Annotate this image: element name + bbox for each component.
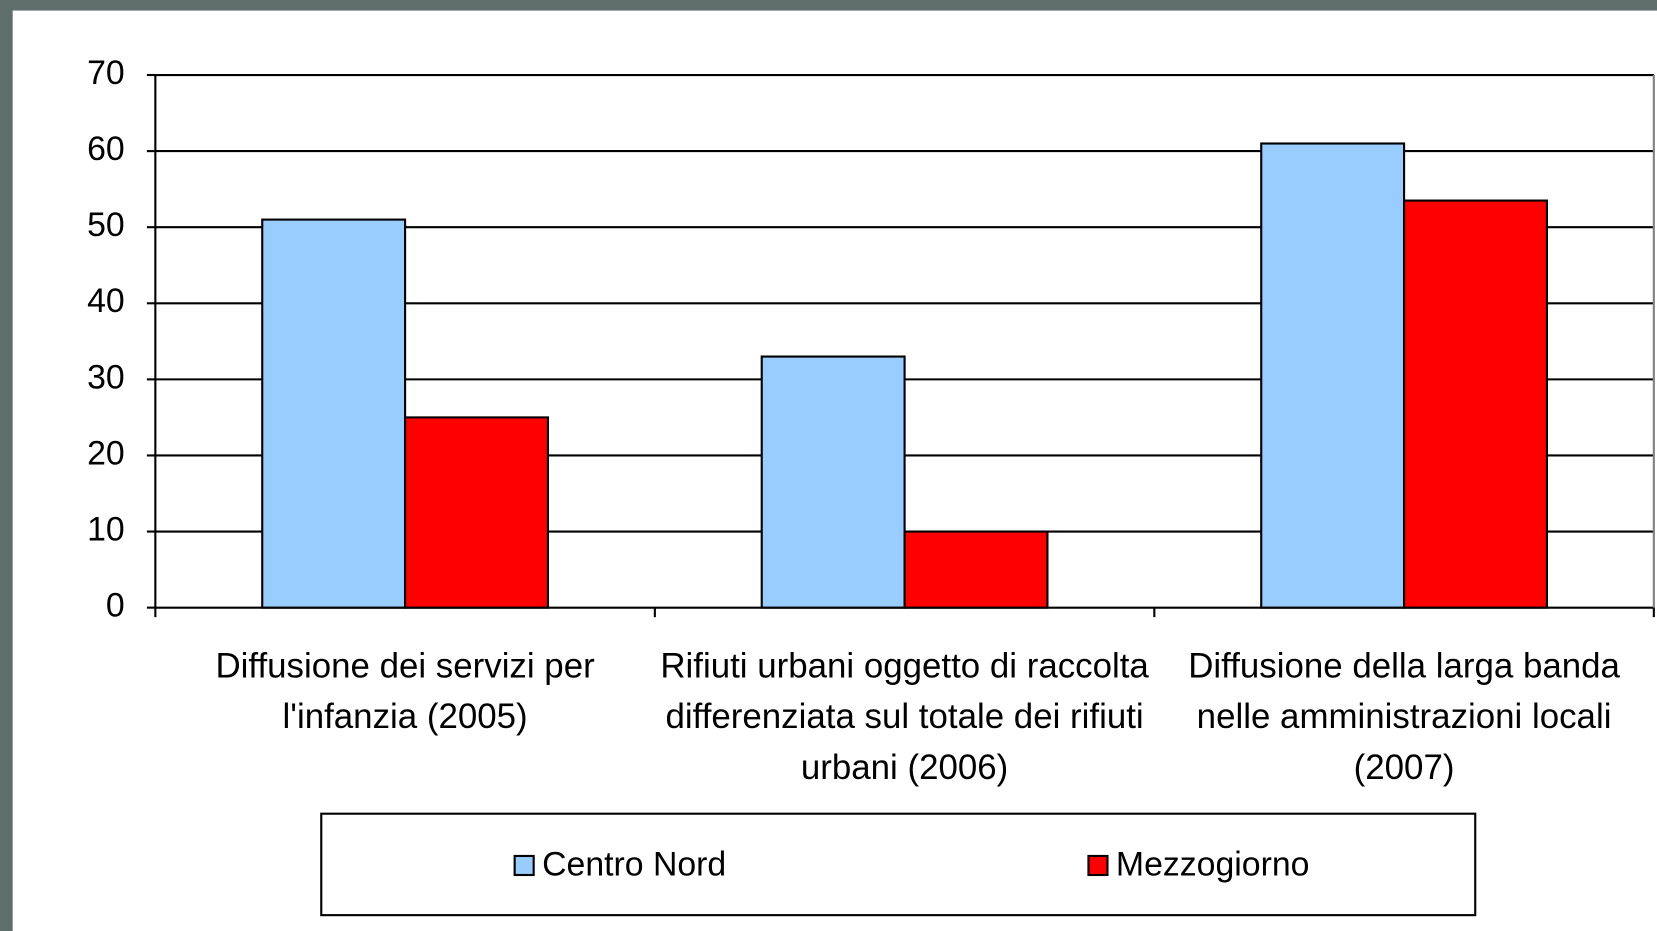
x-tick-label: Diffusione della larga banda nelle ammin… [1188,645,1620,787]
x-tick-label: Diffusione dei servizi per l'infanzia (2… [215,645,595,736]
bar [404,416,550,609]
x-label-box: Rifiuti urbani oggetto di raccolta diffe… [660,645,1149,787]
legend-swatch [513,854,535,877]
bar [1403,199,1548,609]
y-tick-label: 30 [87,358,125,396]
legend-swatch [1087,854,1109,877]
y-tick-label: 40 [87,282,125,320]
y-tick-label: 70 [87,54,125,92]
x-label-box: Diffusione dei servizi per l'infanzia (2… [215,645,595,736]
y-tick-label: 60 [87,130,125,168]
legend-label: Mezzogiorno [1116,845,1310,883]
bar [760,355,906,609]
bar [903,530,1049,609]
y-tick-label: 0 [106,587,125,625]
x-label-box: Diffusione della larga banda nelle ammin… [1188,645,1620,787]
x-tick-label: Rifiuti urbani oggetto di raccolta diffe… [660,645,1149,787]
y-tick-label: 50 [87,206,125,244]
bar [1260,142,1406,609]
legend-label: Centro Nord [542,845,726,883]
bar [261,218,407,609]
y-tick-label: 10 [87,510,125,548]
y-tick-label: 20 [87,434,125,472]
